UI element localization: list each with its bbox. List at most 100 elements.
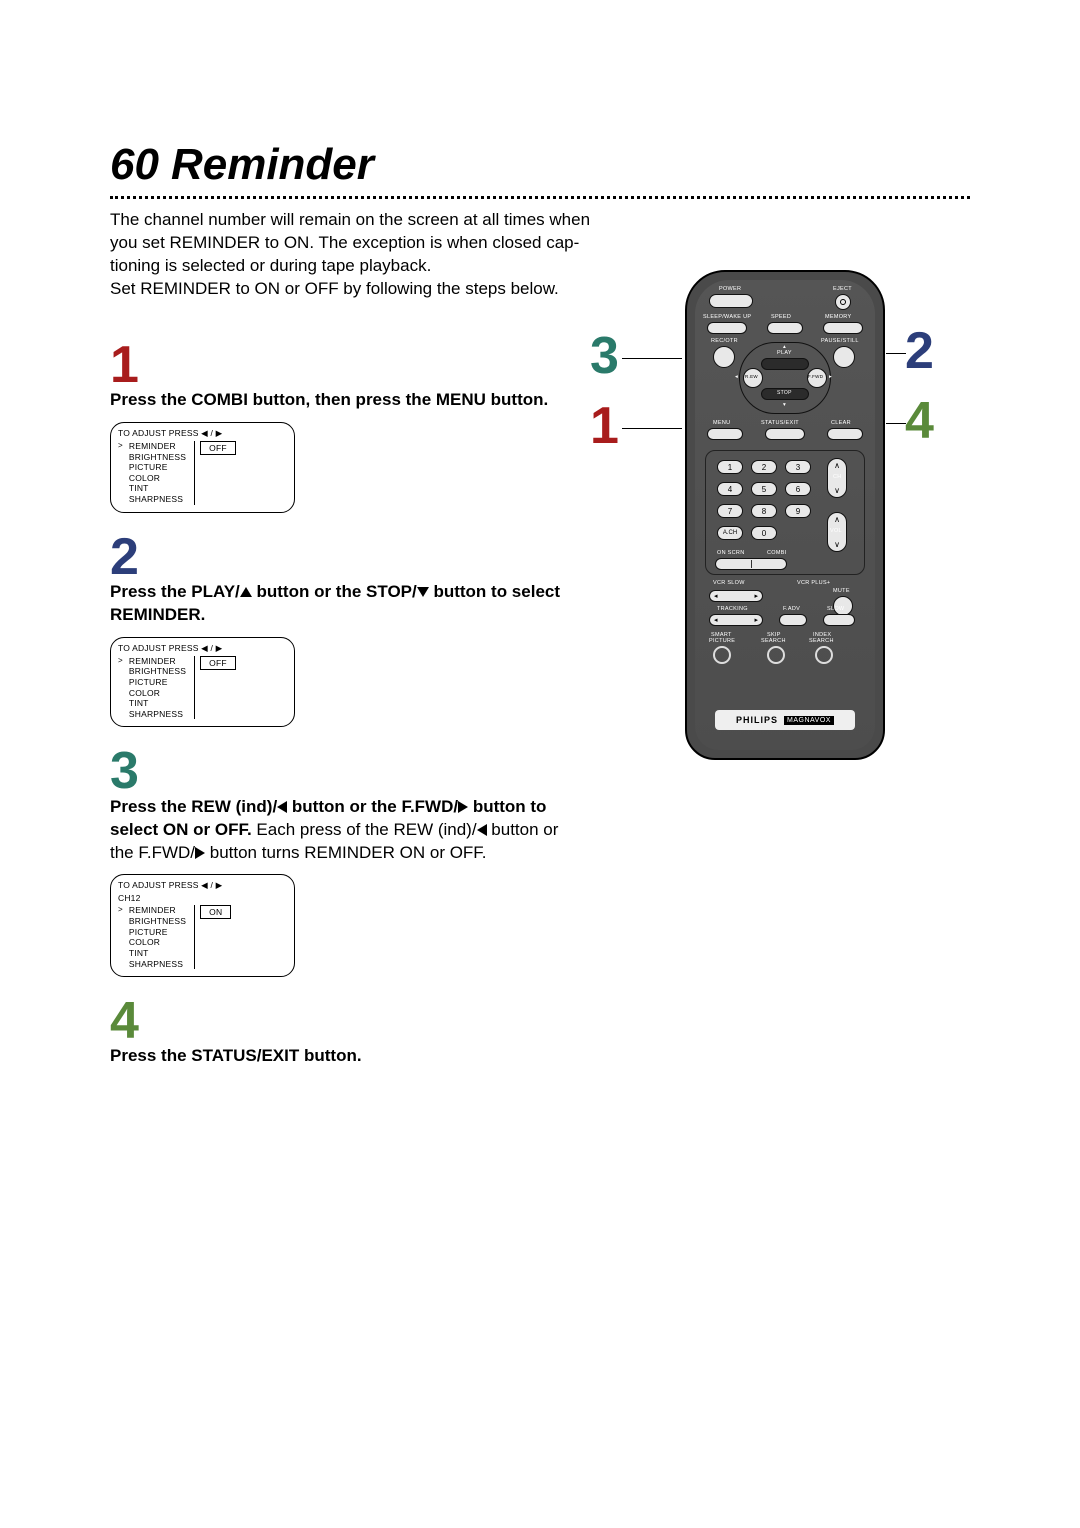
fadv-button[interactable] [779, 614, 807, 626]
num-5-button[interactable]: 5 [751, 482, 777, 496]
osd-item: PICTURE [129, 462, 186, 473]
osd-item: SHARPNESS [129, 959, 186, 970]
osd-item: BRIGHTNESS [129, 916, 186, 927]
remote-label: F.FWD [808, 374, 823, 379]
callout-lead [622, 358, 682, 359]
remote-label: PICTURE [709, 638, 735, 644]
tracking-button[interactable]: ◂▸ [709, 614, 763, 626]
play-button[interactable] [761, 358, 809, 370]
triangle-up-icon [240, 587, 252, 597]
step-3-text: button to [468, 797, 546, 816]
callout-4: 4 [905, 395, 934, 447]
remote-label: COMBI [767, 550, 787, 556]
num-7-button[interactable]: 7 [717, 504, 743, 518]
step-2-title: Press the PLAY/ button or the STOP/ butt… [110, 581, 630, 627]
step-3-body: select ON or OFF. Each press of the REW … [110, 819, 630, 865]
intro-line: Set REMINDER to ON or OFF by following t… [110, 278, 630, 301]
remote-label: POWER [719, 286, 741, 292]
step-3-text: Press the REW (ind)/ [110, 797, 277, 816]
num-0-button[interactable]: 0 [751, 526, 777, 540]
step-3-text: button or the F.FWD/ [287, 797, 458, 816]
num-8-button[interactable]: 8 [751, 504, 777, 518]
step-4-number: 4 [110, 999, 630, 1043]
clear-button[interactable] [827, 428, 863, 440]
remote-label: R.EW [745, 374, 758, 379]
remote-illustration: 3 1 2 4 POWER EJECT SLEEP/WAKE UP SPEED … [600, 270, 970, 770]
sleep-button[interactable] [707, 322, 747, 334]
remote-label: STOP [777, 390, 792, 396]
osd-screen-1: TO ADJUST PRESS ◀ / ▶ > REMINDER BRIGHTN… [110, 422, 295, 513]
header-rule [110, 196, 970, 199]
remote-label: F.ADV [783, 606, 800, 612]
remote-label: SEARCH [809, 638, 834, 644]
step-2-text: button or the STOP/ [252, 582, 417, 601]
power-button[interactable] [709, 294, 753, 308]
skip-search-button[interactable] [767, 646, 785, 664]
osd-screen-2: TO ADJUST PRESS ◀ / ▶ > REMINDER BRIGHTN… [110, 637, 295, 728]
osd-item: PICTURE [129, 677, 186, 688]
remote-label: ON SCRN [717, 550, 744, 556]
num-2-button[interactable]: 2 [751, 460, 777, 474]
ach-button[interactable]: A.CH [717, 526, 743, 540]
osd-cursor-icon: > [118, 441, 123, 450]
remote-label: TRACKING [717, 606, 748, 612]
menu-button[interactable] [707, 428, 743, 440]
slow-button[interactable] [823, 614, 855, 626]
osd-screen-3: TO ADJUST PRESS ◀ / ▶ CH12 > REMINDER BR… [110, 874, 295, 977]
smart-picture-button[interactable] [713, 646, 731, 664]
vcrslow-button[interactable]: ◂▸ [709, 590, 763, 602]
pause-button[interactable] [833, 346, 855, 368]
remote-label: PAUSE/STILL [821, 338, 859, 344]
brand-plate: PHILIPS MAGNAVOX [715, 710, 855, 730]
intro-text: The channel number will remain on the sc… [110, 209, 630, 301]
remote-label: SLEEP/WAKE UP [703, 314, 751, 320]
status-exit-button[interactable] [765, 428, 805, 440]
step-2-text: REMINDER. [110, 605, 205, 624]
callout-3: 3 [590, 330, 619, 382]
osd-item: BRIGHTNESS [129, 452, 186, 463]
step-2-number: 2 [110, 535, 630, 579]
remote-label: VOL [830, 528, 842, 534]
osd-item: TINT [129, 698, 186, 709]
osd-divider [194, 441, 195, 505]
index-search-button[interactable] [815, 646, 833, 664]
triangle-right-icon [195, 847, 205, 859]
num-4-button[interactable]: 4 [717, 482, 743, 496]
triangle-right-icon [458, 801, 468, 813]
step-3-body-text: select ON or OFF. [110, 820, 252, 839]
osd-cursor-icon: > [118, 905, 123, 914]
osd-header: TO ADJUST PRESS ◀ / ▶ [118, 643, 287, 654]
callout-lead [886, 423, 906, 424]
osd-channel-line: CH12 [118, 893, 287, 903]
num-1-button[interactable]: 1 [717, 460, 743, 474]
remote-label: MENU [713, 420, 730, 426]
rec-button[interactable] [713, 346, 735, 368]
remote-label: CH [833, 474, 842, 480]
step-3-number: 3 [110, 749, 630, 793]
brand-philips: PHILIPS [736, 715, 778, 725]
callout-1: 1 [590, 400, 619, 452]
osd-item: REMINDER [129, 656, 186, 667]
remote-inner: POWER EJECT SLEEP/WAKE UP SPEED MEMORY R… [695, 280, 875, 750]
remote-body: POWER EJECT SLEEP/WAKE UP SPEED MEMORY R… [685, 270, 885, 760]
eject-button[interactable] [835, 294, 851, 310]
memory-button[interactable] [823, 322, 863, 334]
num-6-button[interactable]: 6 [785, 482, 811, 496]
callout-2: 2 [905, 325, 934, 377]
num-3-button[interactable]: 3 [785, 460, 811, 474]
remote-label: MUTE [833, 588, 850, 594]
triangle-left-icon [277, 801, 287, 813]
osd-item: REMINDER [129, 441, 186, 452]
step-3-body-text: button or [487, 820, 559, 839]
osd-item: BRIGHTNESS [129, 666, 186, 677]
remote-label: VCR SLOW [713, 580, 745, 586]
onscrn-combi-button[interactable] [715, 558, 787, 570]
step-2-text: button to select [429, 582, 560, 601]
speed-button[interactable] [767, 322, 803, 334]
osd-divider [194, 905, 195, 969]
osd-header: TO ADJUST PRESS ◀ / ▶ [118, 428, 287, 439]
brand-magnavox: MAGNAVOX [784, 716, 834, 725]
osd-item: COLOR [129, 473, 186, 484]
step-1-number: 1 [110, 343, 630, 387]
num-9-button[interactable]: 9 [785, 504, 811, 518]
